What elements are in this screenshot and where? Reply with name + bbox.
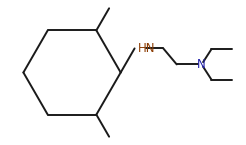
Text: HN: HN <box>138 42 156 55</box>
Text: N: N <box>196 58 205 71</box>
